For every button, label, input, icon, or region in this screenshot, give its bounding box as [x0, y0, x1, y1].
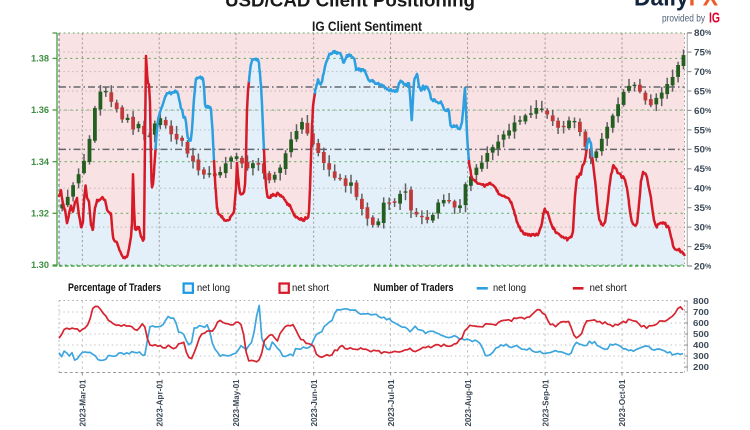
svg-text:net short: net short — [292, 282, 329, 294]
svg-text:25%: 25% — [694, 242, 712, 253]
svg-text:200: 200 — [693, 362, 709, 372]
svg-text:75%: 75% — [694, 48, 712, 59]
svg-text:IG Client Sentiment: IG Client Sentiment — [312, 19, 422, 34]
svg-text:1.38: 1.38 — [31, 54, 49, 65]
svg-text:30%: 30% — [694, 223, 712, 234]
svg-text:35%: 35% — [694, 203, 712, 214]
svg-text:1.32: 1.32 — [31, 209, 49, 220]
svg-text:net long: net long — [197, 282, 230, 294]
svg-text:2023-Sep-01: 2023-Sep-01 — [541, 379, 550, 427]
svg-text:600: 600 — [693, 318, 709, 328]
svg-text:500: 500 — [693, 329, 709, 339]
svg-text:700: 700 — [693, 307, 709, 317]
svg-text:provided by: provided by — [662, 14, 705, 25]
svg-text:1.36: 1.36 — [31, 105, 49, 116]
svg-text:80%: 80% — [694, 28, 712, 39]
svg-text:800: 800 — [693, 296, 709, 306]
svg-text:70%: 70% — [694, 67, 712, 78]
svg-text:net short: net short — [590, 282, 627, 294]
svg-text:55%: 55% — [694, 125, 712, 136]
svg-text:IG: IG — [709, 10, 720, 27]
svg-text:2023-Jul-01: 2023-Jul-01 — [387, 379, 396, 427]
svg-text:40%: 40% — [694, 184, 712, 195]
svg-text:1.34: 1.34 — [31, 157, 50, 168]
svg-text:Percentage of Traders: Percentage of Traders — [68, 282, 161, 294]
svg-text:400: 400 — [693, 340, 709, 350]
svg-text:1.30: 1.30 — [31, 260, 49, 271]
svg-text:65%: 65% — [694, 86, 712, 97]
svg-text:USD/CAD Client Positioning: USD/CAD Client Positioning — [225, 0, 475, 11]
svg-text:20%: 20% — [694, 261, 712, 272]
svg-text:2023-Aug-01: 2023-Aug-01 — [464, 379, 473, 427]
svg-text:2023-Apr-01: 2023-Apr-01 — [155, 379, 164, 427]
svg-text:50%: 50% — [694, 145, 712, 156]
svg-text:net long: net long — [493, 282, 526, 294]
svg-text:DailyFX: DailyFX — [634, 0, 718, 12]
svg-text:2023-May-01: 2023-May-01 — [232, 379, 241, 427]
svg-text:300: 300 — [693, 351, 709, 361]
svg-text:2023-Jun-01: 2023-Jun-01 — [310, 379, 319, 427]
svg-text:Number of Traders: Number of Traders — [374, 282, 454, 294]
svg-text:45%: 45% — [694, 164, 712, 175]
svg-text:60%: 60% — [694, 106, 712, 117]
svg-text:2023-Mar-01: 2023-Mar-01 — [79, 379, 88, 427]
svg-text:2023-Oct-01: 2023-Oct-01 — [618, 379, 627, 427]
